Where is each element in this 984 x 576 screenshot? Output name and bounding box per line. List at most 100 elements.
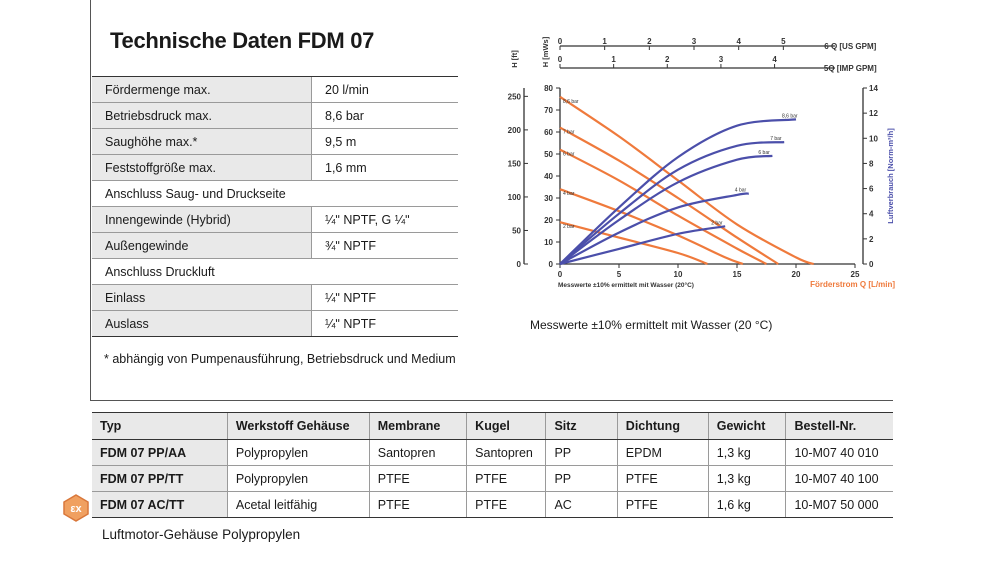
spec-row: Einlass ¼ʺ NPTF: [92, 284, 458, 311]
spec-row: Anschluss Saug- und Druckseite: [92, 180, 458, 207]
table-cell: Santopren: [368, 439, 467, 466]
spec-row: Feststoffgröße max. 1,6 mm: [92, 154, 458, 181]
top-imp-tick-label: 0: [558, 55, 563, 64]
column-header: Typ: [92, 412, 228, 440]
y-tick-label: 50: [544, 150, 553, 159]
spec-section-label: Anschluss Druckluft: [92, 258, 458, 285]
table-cell: 1,3 kg: [707, 439, 786, 466]
table-cell: 10-M07 40 010: [785, 439, 893, 466]
page-title: Technische Daten FDM 07: [110, 28, 375, 53]
y2-tick-label: 4: [869, 210, 874, 219]
x-tick-label: 0: [558, 270, 563, 279]
head-curve-1: [559, 126, 779, 265]
section-divider: [90, 400, 893, 401]
x-tick-label: 15: [733, 270, 742, 279]
table-cell: EPDM: [616, 439, 709, 466]
y-tick-label: 60: [544, 128, 553, 137]
top-us-axis-label: 6 Q [US GPM]: [824, 42, 876, 51]
column-header: Dichtung: [616, 412, 709, 440]
spec-value: ¼ʺ NPTF, G ¼ʺ: [311, 206, 458, 233]
top-imp-tick-label: 3: [719, 55, 724, 64]
table-cell: Polypropylen: [226, 465, 370, 492]
table-cell: AC: [545, 491, 618, 518]
table-cell: PTFE: [368, 491, 467, 518]
y2-axis-label: Luftverbrauch [Norm-m³/h]: [886, 128, 895, 224]
spec-value: 1,6 mm: [311, 154, 458, 181]
head-curve-label: 4 bar: [563, 191, 575, 197]
x-tick-label: 5: [617, 270, 622, 279]
column-header: Membrane: [368, 412, 467, 440]
table-cell: PTFE: [616, 465, 709, 492]
y-tick-label: 20: [544, 216, 553, 225]
table-cell: Acetal leitfähig: [226, 491, 370, 518]
y-axis-label: H [mWs]: [541, 36, 550, 67]
top-us-tick-label: 2: [647, 37, 652, 46]
head-curve-label: 6 bar: [563, 152, 575, 158]
chart-caption: Messwerte ±10% ermittelt mit Wasser (20 …: [530, 318, 773, 332]
spec-row: Anschluss Druckluft: [92, 258, 458, 285]
y2-tick-label: 2: [869, 235, 874, 244]
product-table: Typ Werkstoff Gehäuse Membrane Kugel Sitz Dic…: [92, 412, 893, 518]
head-curve-label: 7 bar: [563, 130, 575, 136]
y-ft-tick-label: 200: [508, 126, 522, 135]
y-tick-label: 40: [544, 172, 553, 181]
table-cell: PTFE: [466, 491, 546, 518]
air-curve-1: [559, 141, 785, 265]
top-us-tick-label: 0: [558, 37, 563, 46]
head-curve-3: [559, 188, 744, 266]
spec-row: Innengewinde (Hybrid) ¼ʺ NPTF, G ¼ʺ: [92, 206, 458, 233]
y2-tick-label: 6: [869, 185, 874, 194]
top-imp-axis-label: 5Q [IMP GPM]: [824, 64, 877, 73]
air-curve-label: 8,6 bar: [782, 113, 798, 119]
air-curve-label: 4 bar: [735, 188, 747, 194]
x-tick-label: 10: [674, 270, 683, 279]
table-cell: Polypropylen: [226, 439, 370, 466]
head-curve-4: [559, 221, 708, 266]
table-cell: 1,6 kg: [707, 491, 786, 518]
y2-tick-label: 8: [869, 159, 874, 168]
table-cell: PTFE: [466, 465, 546, 492]
air-curve-4: [559, 225, 726, 266]
spec-row: Auslass ¼ʺ NPTF: [92, 310, 458, 337]
top-us-tick-label: 1: [602, 37, 607, 46]
x-tick-label: 20: [792, 270, 801, 279]
x-axis-label-left: Messwerte ±10% ermittelt mit Wasser (20°…: [558, 281, 694, 289]
y2-tick-label: 10: [869, 134, 878, 143]
air-curve-label: 6 bar: [758, 150, 770, 156]
spec-table: Fördermenge max. 20 l/min Betriebsdruck ma…: [92, 76, 458, 337]
y-ft-tick-label: 50: [512, 226, 521, 235]
left-rule: [90, 0, 91, 400]
y-tick-label: 0: [549, 260, 554, 269]
air-curve-label: 2 bar: [711, 220, 723, 226]
y-ft-tick-label: 100: [508, 193, 522, 202]
column-header: Werkstoff Gehäuse: [226, 412, 370, 440]
spec-label: Auslass: [92, 310, 312, 337]
y-tick-label: 70: [544, 106, 553, 115]
spec-label: Einlass: [92, 284, 312, 311]
head-curve-label: 8,6 bar: [563, 99, 579, 105]
table-cell: PTFE: [368, 465, 467, 492]
spec-row: Saughöhe max.* 9,5 m: [92, 128, 458, 155]
spec-label: Außengewinde: [92, 232, 312, 259]
spec-label: Saughöhe max.*: [92, 128, 312, 155]
y2-tick-label: 14: [869, 84, 878, 93]
spec-label: Innengewinde (Hybrid): [92, 206, 312, 233]
table-cell: PTFE: [616, 491, 709, 518]
table-row: FDM 07 PP/TT Polypropylen PTFE PTFE PP PTFE 1,…: [92, 465, 893, 492]
top-imp-tick-label: 4: [772, 55, 777, 64]
spec-value: 20 l/min: [311, 76, 458, 103]
table-row: FDM 07 AC/TT Acetal leitfähig PTFE PTFE AC PT…: [92, 491, 893, 518]
spec-row: Fördermenge max. 20 l/min: [92, 76, 458, 103]
table-cell: FDM 07 PP/AA: [92, 439, 228, 466]
head-curve-2: [559, 148, 768, 265]
y2-tick-label: 0: [869, 260, 874, 269]
spec-label: Feststoffgröße max.: [92, 154, 312, 181]
spec-row: Außengewinde ¾ʺ NPTF: [92, 232, 458, 259]
head-curve-label: 2 bar: [563, 224, 575, 230]
top-us-tick-label: 4: [736, 37, 741, 46]
table-cell: 10-M07 50 000: [785, 491, 893, 518]
atex-ex-icon: εx: [62, 494, 90, 522]
spec-value: ¼ʺ NPTF: [311, 310, 458, 337]
spec-value: 8,6 bar: [311, 102, 458, 129]
